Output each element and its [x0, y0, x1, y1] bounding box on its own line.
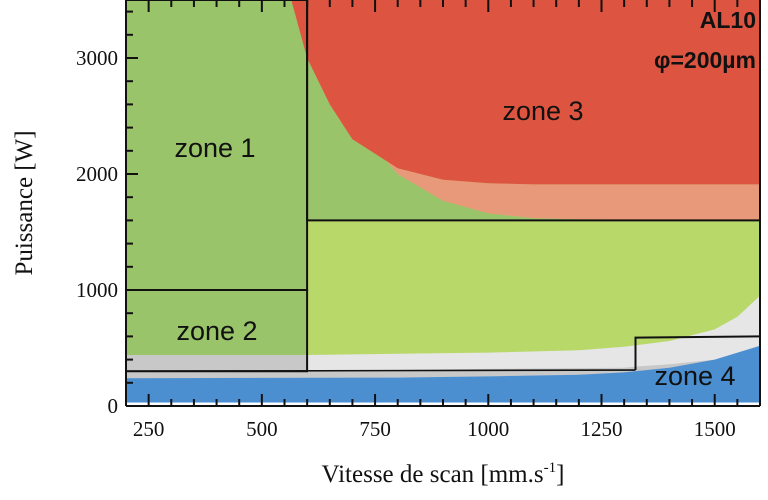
x-axis-title-end: ]	[556, 461, 564, 488]
zone4-top-line	[126, 369, 636, 373]
mid-gray-fill	[126, 354, 308, 372]
zone-label: zone 4	[654, 361, 735, 391]
spot-diameter-label: φ=200µm	[654, 47, 756, 73]
y-axis-title: Puissance [W]	[11, 130, 38, 275]
y-tick-label: 1000	[76, 278, 118, 302]
zone3-transition-fill	[291, 0, 760, 221]
axes: 250 500 750 1000 1250 1500 0 1000 2000 3000	[76, 0, 761, 441]
zone4-fill	[126, 345, 760, 406]
x-axis-title-sup: -1	[544, 460, 557, 476]
y-tick-label: 2000	[76, 162, 118, 186]
zone-label: zone 1	[174, 133, 255, 163]
x-tick-label: 1000	[467, 417, 509, 441]
material-label: AL10	[700, 7, 756, 33]
y-tick-label: 0	[108, 394, 119, 418]
x-tick-label: 750	[359, 417, 391, 441]
x-tick-label: 1500	[694, 417, 736, 441]
zone-outlines	[126, 0, 760, 373]
annotations: AL10 φ=200µm	[654, 7, 756, 73]
x-axis-title: Vitesse de scan [mm.s-1]	[322, 460, 565, 488]
zone1-extension-fill	[307, 0, 760, 221]
y-tick-label: 3000	[76, 46, 118, 70]
zone1-fill	[126, 0, 308, 406]
zone-labels: zone 1 zone 2 zone 3 zone 4	[174, 96, 735, 391]
zone-label: zone 2	[176, 316, 257, 346]
x-tick-label: 1250	[581, 417, 623, 441]
zone3-box	[306, 0, 760, 222]
zone4-step	[634, 335, 760, 370]
x-tick-label: 500	[246, 417, 278, 441]
x-axis-title-main: Vitesse de scan [mm.s	[322, 461, 544, 488]
x-tick-label: 250	[133, 417, 165, 441]
zone-label: zone 3	[502, 96, 583, 126]
zone3-fill	[291, 0, 760, 185]
